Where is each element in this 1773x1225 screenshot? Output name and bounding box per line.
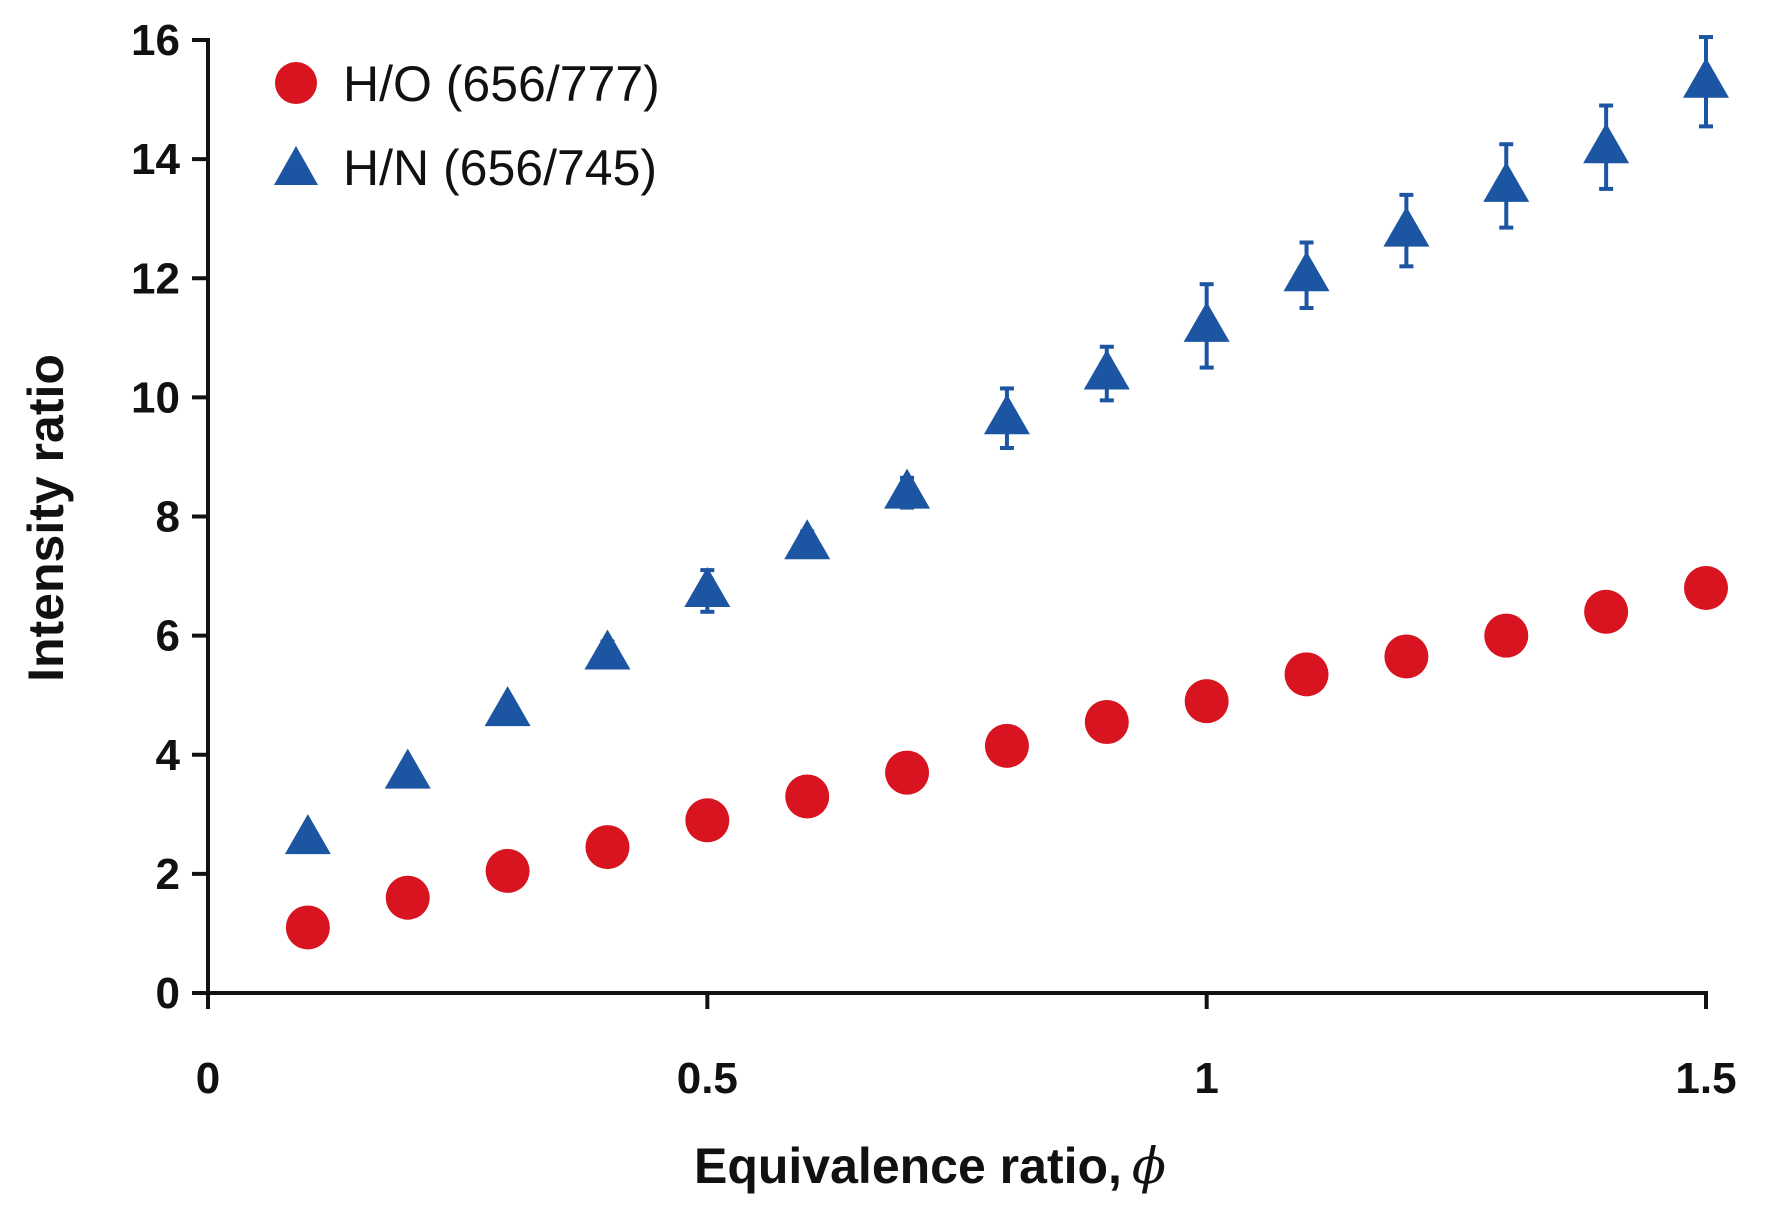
legend-marker-h-o	[275, 62, 317, 104]
data-point-triangle	[1683, 57, 1729, 98]
x-tick-label: 1.5	[1675, 1054, 1736, 1103]
data-point-triangle	[284, 814, 331, 855]
data-point-triangle	[1183, 301, 1230, 342]
data-point-circle	[385, 875, 430, 920]
y-tick-label: 6	[156, 612, 180, 661]
data-point-triangle	[1483, 161, 1530, 202]
data-point-circle	[885, 750, 930, 795]
axes: 0 2 4 6 8 10 12 14 16 0 0.5 1 1.5	[131, 16, 1737, 1103]
legend: H/O (656/777) H/N (656/745)	[274, 56, 660, 196]
data-point-circle	[785, 774, 830, 819]
data-point-triangle	[584, 629, 631, 670]
data-point-triangle	[384, 748, 431, 789]
data-point-triangle	[484, 686, 531, 727]
data-point-circle	[685, 798, 730, 843]
plot-area	[284, 35, 1729, 950]
series-h-o	[285, 565, 1728, 950]
data-point-circle	[1084, 699, 1129, 744]
data-point-circle	[285, 905, 330, 950]
data-point-triangle	[884, 468, 931, 509]
data-point-triangle	[1083, 349, 1130, 390]
data-point-triangle	[684, 566, 731, 607]
data-point-circle	[984, 723, 1029, 768]
data-point-circle	[1684, 565, 1728, 610]
data-point-triangle	[1383, 206, 1430, 247]
y-tick-label: 12	[131, 254, 180, 303]
legend-label-h-n: H/N (656/745)	[343, 140, 657, 196]
series-h-n	[284, 35, 1729, 855]
y-axis-title: Intensity ratio	[18, 354, 74, 682]
data-point-circle	[1484, 613, 1529, 658]
x-axis-phi-symbol: ϕ	[1132, 1137, 1166, 1195]
x-axis-title-text: Equivalence ratio,	[694, 1138, 1122, 1194]
x-tick-label: 0	[196, 1054, 220, 1103]
data-point-circle	[1284, 652, 1329, 697]
legend-label-h-o: H/O (656/777)	[343, 56, 660, 112]
y-tick-label: 4	[156, 731, 181, 780]
data-point-circle	[1184, 679, 1229, 724]
legend-marker-h-n	[274, 146, 318, 185]
data-point-triangle	[1583, 123, 1630, 164]
data-point-circle	[485, 848, 530, 893]
x-tick-label: 1	[1194, 1054, 1218, 1103]
data-point-triangle	[1283, 251, 1330, 292]
data-point-triangle	[784, 519, 831, 560]
y-tick-label: 10	[131, 373, 180, 422]
data-point-circle	[1584, 589, 1629, 634]
y-tick-label: 2	[156, 850, 180, 899]
data-point-circle	[585, 825, 630, 870]
data-point-circle	[1384, 634, 1429, 679]
x-axis-title: Equivalence ratio, ϕ	[694, 1137, 1166, 1195]
y-tick-label: 8	[156, 493, 180, 542]
y-tick-label: 0	[156, 969, 180, 1018]
y-tick-label: 14	[131, 135, 180, 184]
data-point-triangle	[983, 394, 1030, 435]
x-tick-label: 0.5	[677, 1054, 738, 1103]
y-tick-label: 16	[131, 16, 180, 65]
